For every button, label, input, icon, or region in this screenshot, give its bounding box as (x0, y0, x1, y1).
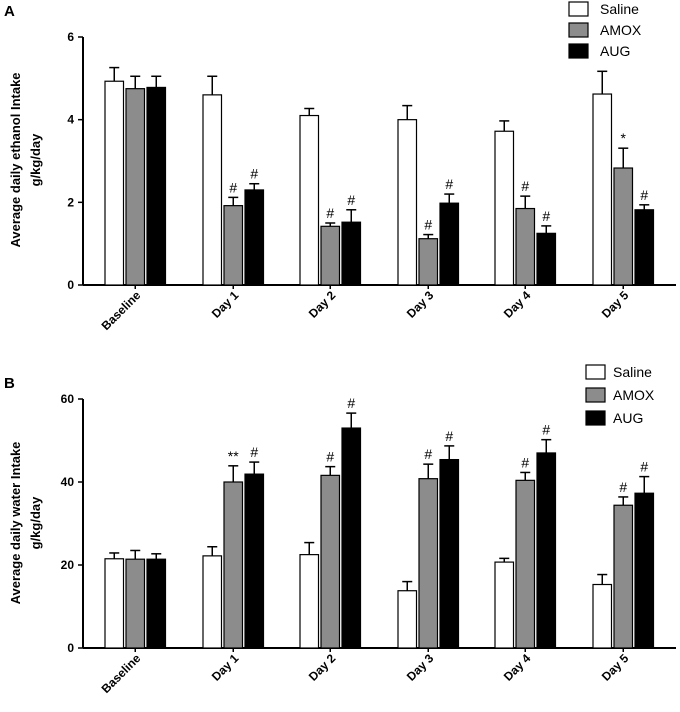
bar-saline (299, 114, 320, 286)
bar-saline (202, 94, 223, 286)
category-label: Day 4 (501, 288, 534, 321)
significance-mark: # (542, 208, 550, 224)
y-tick-label: 60 (61, 392, 75, 406)
bar-saline (592, 583, 613, 649)
bar-amox (125, 88, 146, 286)
bar-amox (613, 167, 634, 286)
legend-swatch-aug (568, 43, 589, 59)
category-label: Day 3 (404, 288, 437, 321)
panel-letter: A (4, 3, 15, 20)
category-label: Day 2 (306, 288, 339, 321)
legend-swatch-amox (585, 387, 606, 403)
y-tick-label: 0 (67, 278, 74, 292)
significance-mark: # (424, 217, 432, 233)
bar-amox (320, 225, 341, 286)
category-label: Day 5 (599, 651, 632, 684)
bar-aug (341, 427, 362, 649)
significance-mark: # (640, 187, 648, 203)
bar-aug (439, 458, 460, 649)
category-label: Day 2 (306, 651, 339, 684)
bar-saline (494, 130, 515, 286)
bar-aug (634, 492, 655, 649)
bar-amox (418, 238, 439, 286)
bar-aug (634, 209, 655, 286)
significance-mark: * (621, 130, 627, 146)
bar-aug (146, 558, 167, 649)
significance-mark: # (619, 479, 627, 495)
y-tick-label: 2 (67, 195, 74, 209)
category-label: Day 1 (209, 288, 242, 321)
bar-saline (397, 119, 418, 286)
significance-mark: # (445, 428, 453, 444)
significance-mark: ** (228, 448, 239, 464)
panel-a: A Average daily ethanol Intake g/kg/day 0 2 4… (4, 1, 676, 333)
legend-label-amox: AMOX (600, 22, 642, 38)
bar-aug (439, 202, 460, 286)
category-label: Baseline (99, 288, 144, 333)
panel-b: B Average daily water Intake g/kg/day 0 20 40… (4, 364, 676, 696)
bar-aug (244, 189, 265, 286)
y-tick-label: 0 (67, 641, 74, 655)
y-axis-unit-label: g/kg/day (28, 133, 43, 187)
y-axis-label: Average daily water Intake (8, 442, 23, 605)
bar-amox (320, 474, 341, 649)
y-tick-label: 4 (67, 113, 74, 127)
y-axis-label: Average daily ethanol Intake (8, 72, 23, 247)
bar-amox (125, 558, 146, 649)
bar-aug (536, 452, 557, 649)
bar-saline (104, 80, 125, 286)
significance-mark: # (445, 176, 453, 192)
significance-mark: # (424, 446, 432, 462)
category-label: Day 4 (501, 651, 534, 684)
panel-letter: B (4, 375, 15, 392)
legend-label-aug: AUG (600, 43, 630, 59)
bar-aug (146, 86, 167, 286)
bar-saline (202, 555, 223, 649)
y-tick-label: 20 (61, 558, 75, 572)
bar-amox (613, 504, 634, 649)
bar-aug (244, 473, 265, 649)
category-label: Day 3 (404, 651, 437, 684)
bar-amox (515, 479, 536, 649)
category-label: Baseline (99, 651, 144, 696)
bar-saline (494, 561, 515, 649)
bar-aug (536, 232, 557, 286)
legend-swatch-saline (585, 364, 606, 380)
bar-saline (104, 558, 125, 649)
legend-swatch-aug (585, 410, 606, 426)
significance-mark: # (229, 179, 237, 195)
y-tick-label: 6 (67, 30, 74, 44)
significance-mark: # (347, 395, 355, 411)
significance-mark: # (640, 459, 648, 475)
bar-saline (397, 590, 418, 649)
legend-swatch-amox (568, 22, 589, 38)
y-tick-label: 40 (61, 475, 75, 489)
legend-label-saline: Saline (613, 364, 652, 380)
significance-mark: # (250, 166, 258, 182)
legend-label-amox: AMOX (613, 387, 655, 403)
bar-aug (341, 221, 362, 286)
significance-mark: # (542, 422, 550, 438)
significance-mark: # (326, 205, 334, 221)
bar-amox (223, 205, 244, 286)
legend-label-aug: AUG (613, 410, 643, 426)
bar-saline (592, 93, 613, 286)
bar-amox (418, 478, 439, 649)
legend-swatch-saline (568, 1, 589, 17)
significance-mark: # (521, 454, 529, 470)
significance-mark: # (347, 192, 355, 208)
bar-amox (223, 481, 244, 649)
legend-label-saline: Saline (600, 1, 639, 17)
significance-mark: # (326, 449, 334, 465)
bar-saline (299, 554, 320, 649)
significance-mark: # (250, 444, 258, 460)
y-axis-unit-label: g/kg/day (28, 496, 43, 550)
category-label: Day 1 (209, 651, 242, 684)
bar-amox (515, 207, 536, 286)
category-label: Day 5 (599, 288, 632, 321)
significance-mark: # (521, 178, 529, 194)
